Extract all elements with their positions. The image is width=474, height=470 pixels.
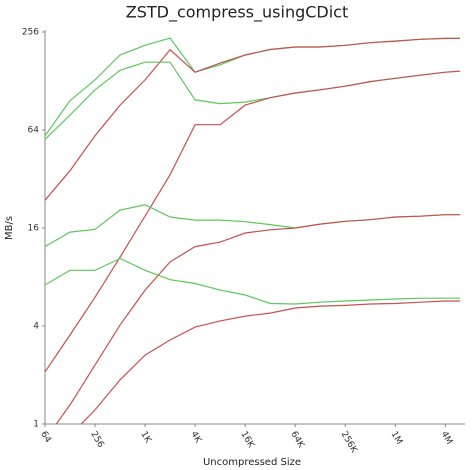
y-tick-label: 16 [28,224,40,234]
series-line [45,204,460,248]
series-line [80,300,460,424]
x-tick-label: 256K [339,430,360,456]
y-axis-label: MB/s [4,216,15,240]
x-axis-label: Uncompressed Size [203,457,301,468]
x-tick-label: 1K [138,430,153,446]
plot-area [45,37,461,424]
series-line [45,37,460,201]
series-line [45,61,461,140]
x-tick-label: 16K [238,430,256,451]
x-tick-label: 64K [288,430,306,451]
x-tick-label: 4M [439,430,454,447]
x-tick-label: 4K [188,430,203,446]
y-tick-label: 256 [22,28,39,38]
series-line [45,70,461,373]
y-tick-label: 64 [28,126,40,136]
x-tick-label: 256 [88,430,105,450]
x-tick-label: 64 [38,430,53,445]
series-line [55,214,460,424]
chart-title: ZSTD_compress_usingCDict [126,3,349,23]
series-line [45,257,460,305]
y-tick-label: 4 [33,322,39,332]
x-tick-label: 1M [389,430,404,447]
y-tick-label: 1 [33,420,39,430]
